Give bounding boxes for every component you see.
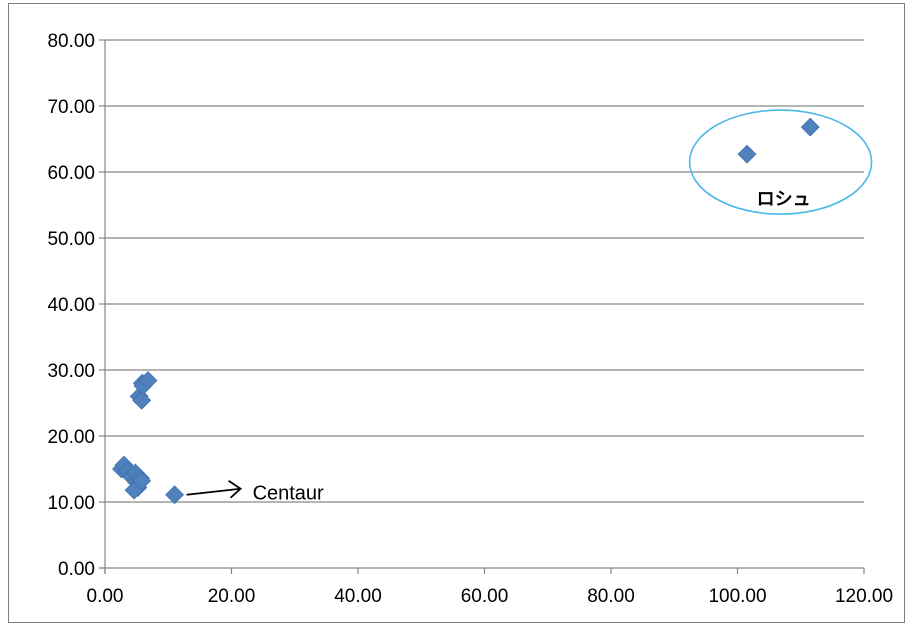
data-point	[165, 485, 184, 505]
y-tick-label: 30.00	[47, 361, 95, 382]
data-point	[737, 144, 757, 164]
roche-label: ロシュ	[757, 189, 811, 210]
y-tick-label: 20.00	[47, 427, 95, 448]
x-tick-label: 120.00	[835, 586, 893, 607]
data-points	[112, 117, 820, 505]
x-tick-label: 60.00	[461, 586, 509, 607]
centaur-label: Centaur	[253, 483, 324, 505]
x-tick-label: 0.00	[87, 586, 124, 607]
data-point	[132, 471, 152, 491]
y-tick-labels: 0.00 10.00 20.00 30.00 40.00 50.00 60.00 70.00 8…	[47, 31, 95, 580]
y-tick-label: 80.00	[47, 31, 95, 52]
centaur-arrowhead	[228, 479, 243, 499]
x-tick-label: 40.00	[334, 586, 382, 607]
data-point	[800, 117, 820, 137]
y-tick-label: 50.00	[47, 229, 95, 250]
y-tick-label: 0.00	[58, 559, 95, 580]
x-tick-label: 80.00	[587, 586, 635, 607]
axes	[99, 40, 865, 574]
y-tick-label: 70.00	[47, 97, 95, 118]
y-tick-label: 60.00	[47, 163, 95, 184]
data-point	[132, 390, 152, 410]
x-tick-label: 20.00	[208, 586, 256, 607]
data-point	[138, 371, 158, 390]
roche-highlight-ellipse	[688, 109, 873, 215]
centaur-arrow	[186, 487, 241, 496]
x-tick-label: 100.00	[708, 586, 766, 607]
x-tick-labels: 0.00 20.00 40.00 60.00 80.00 100.00 120.00	[87, 586, 894, 607]
y-tick-label: 10.00	[47, 493, 95, 514]
y-tick-label: 40.00	[47, 295, 95, 316]
annotations: ロシュ Centaur	[186, 109, 873, 505]
gridlines	[99, 39, 864, 569]
